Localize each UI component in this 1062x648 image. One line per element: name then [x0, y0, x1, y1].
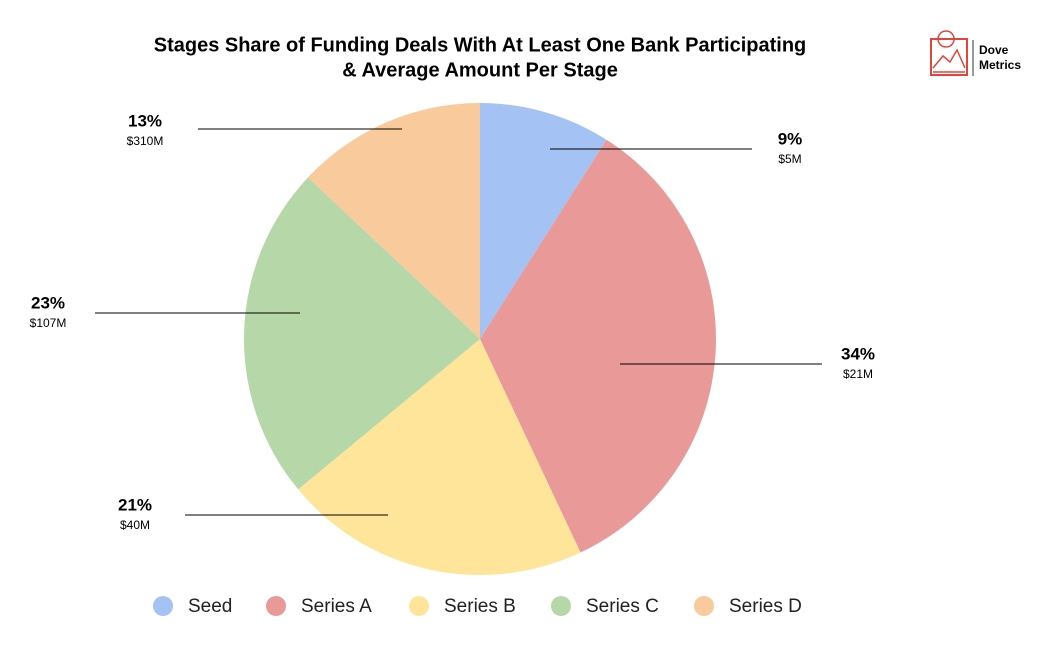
- chart-title: Stages Share of Funding Deals With At Le…: [154, 34, 807, 56]
- amount-label: $5M: [778, 152, 801, 166]
- data-label: 23%: [31, 293, 65, 312]
- pie-slice: [307, 103, 480, 339]
- logo: Dove Metrics: [930, 30, 1021, 76]
- data-label: 34%: [841, 344, 875, 363]
- logo-icon: [930, 38, 968, 76]
- legend-marker: [266, 596, 286, 616]
- logo-icon: [932, 30, 966, 73]
- legend-marker: [153, 596, 173, 616]
- amount-label: $21M: [843, 367, 873, 381]
- data-label: 9%: [778, 129, 803, 148]
- pie-slice: [480, 139, 717, 553]
- legend-label: Series B: [444, 596, 516, 617]
- legend-marker: [409, 596, 429, 616]
- data-label: 21%: [118, 495, 152, 514]
- amount-label: $310M: [127, 134, 164, 148]
- legend-label: Seed: [188, 596, 232, 617]
- data-label: 13%: [128, 111, 162, 130]
- legend-label: Series C: [586, 596, 659, 617]
- logo-text: Metrics: [979, 58, 1021, 72]
- pie-slice: [244, 177, 480, 490]
- legend-marker: [694, 596, 714, 616]
- pie-slice: [480, 103, 607, 339]
- pie-slice: [298, 339, 581, 575]
- amount-label: $40M: [120, 518, 150, 532]
- logo-text: Dove: [979, 43, 1009, 57]
- legend-label: Series A: [301, 596, 372, 617]
- legend-marker: [551, 596, 571, 616]
- amount-label: $107M: [30, 316, 67, 330]
- chart-title: & Average Amount Per Stage: [342, 59, 618, 81]
- legend-label: Series D: [729, 596, 802, 617]
